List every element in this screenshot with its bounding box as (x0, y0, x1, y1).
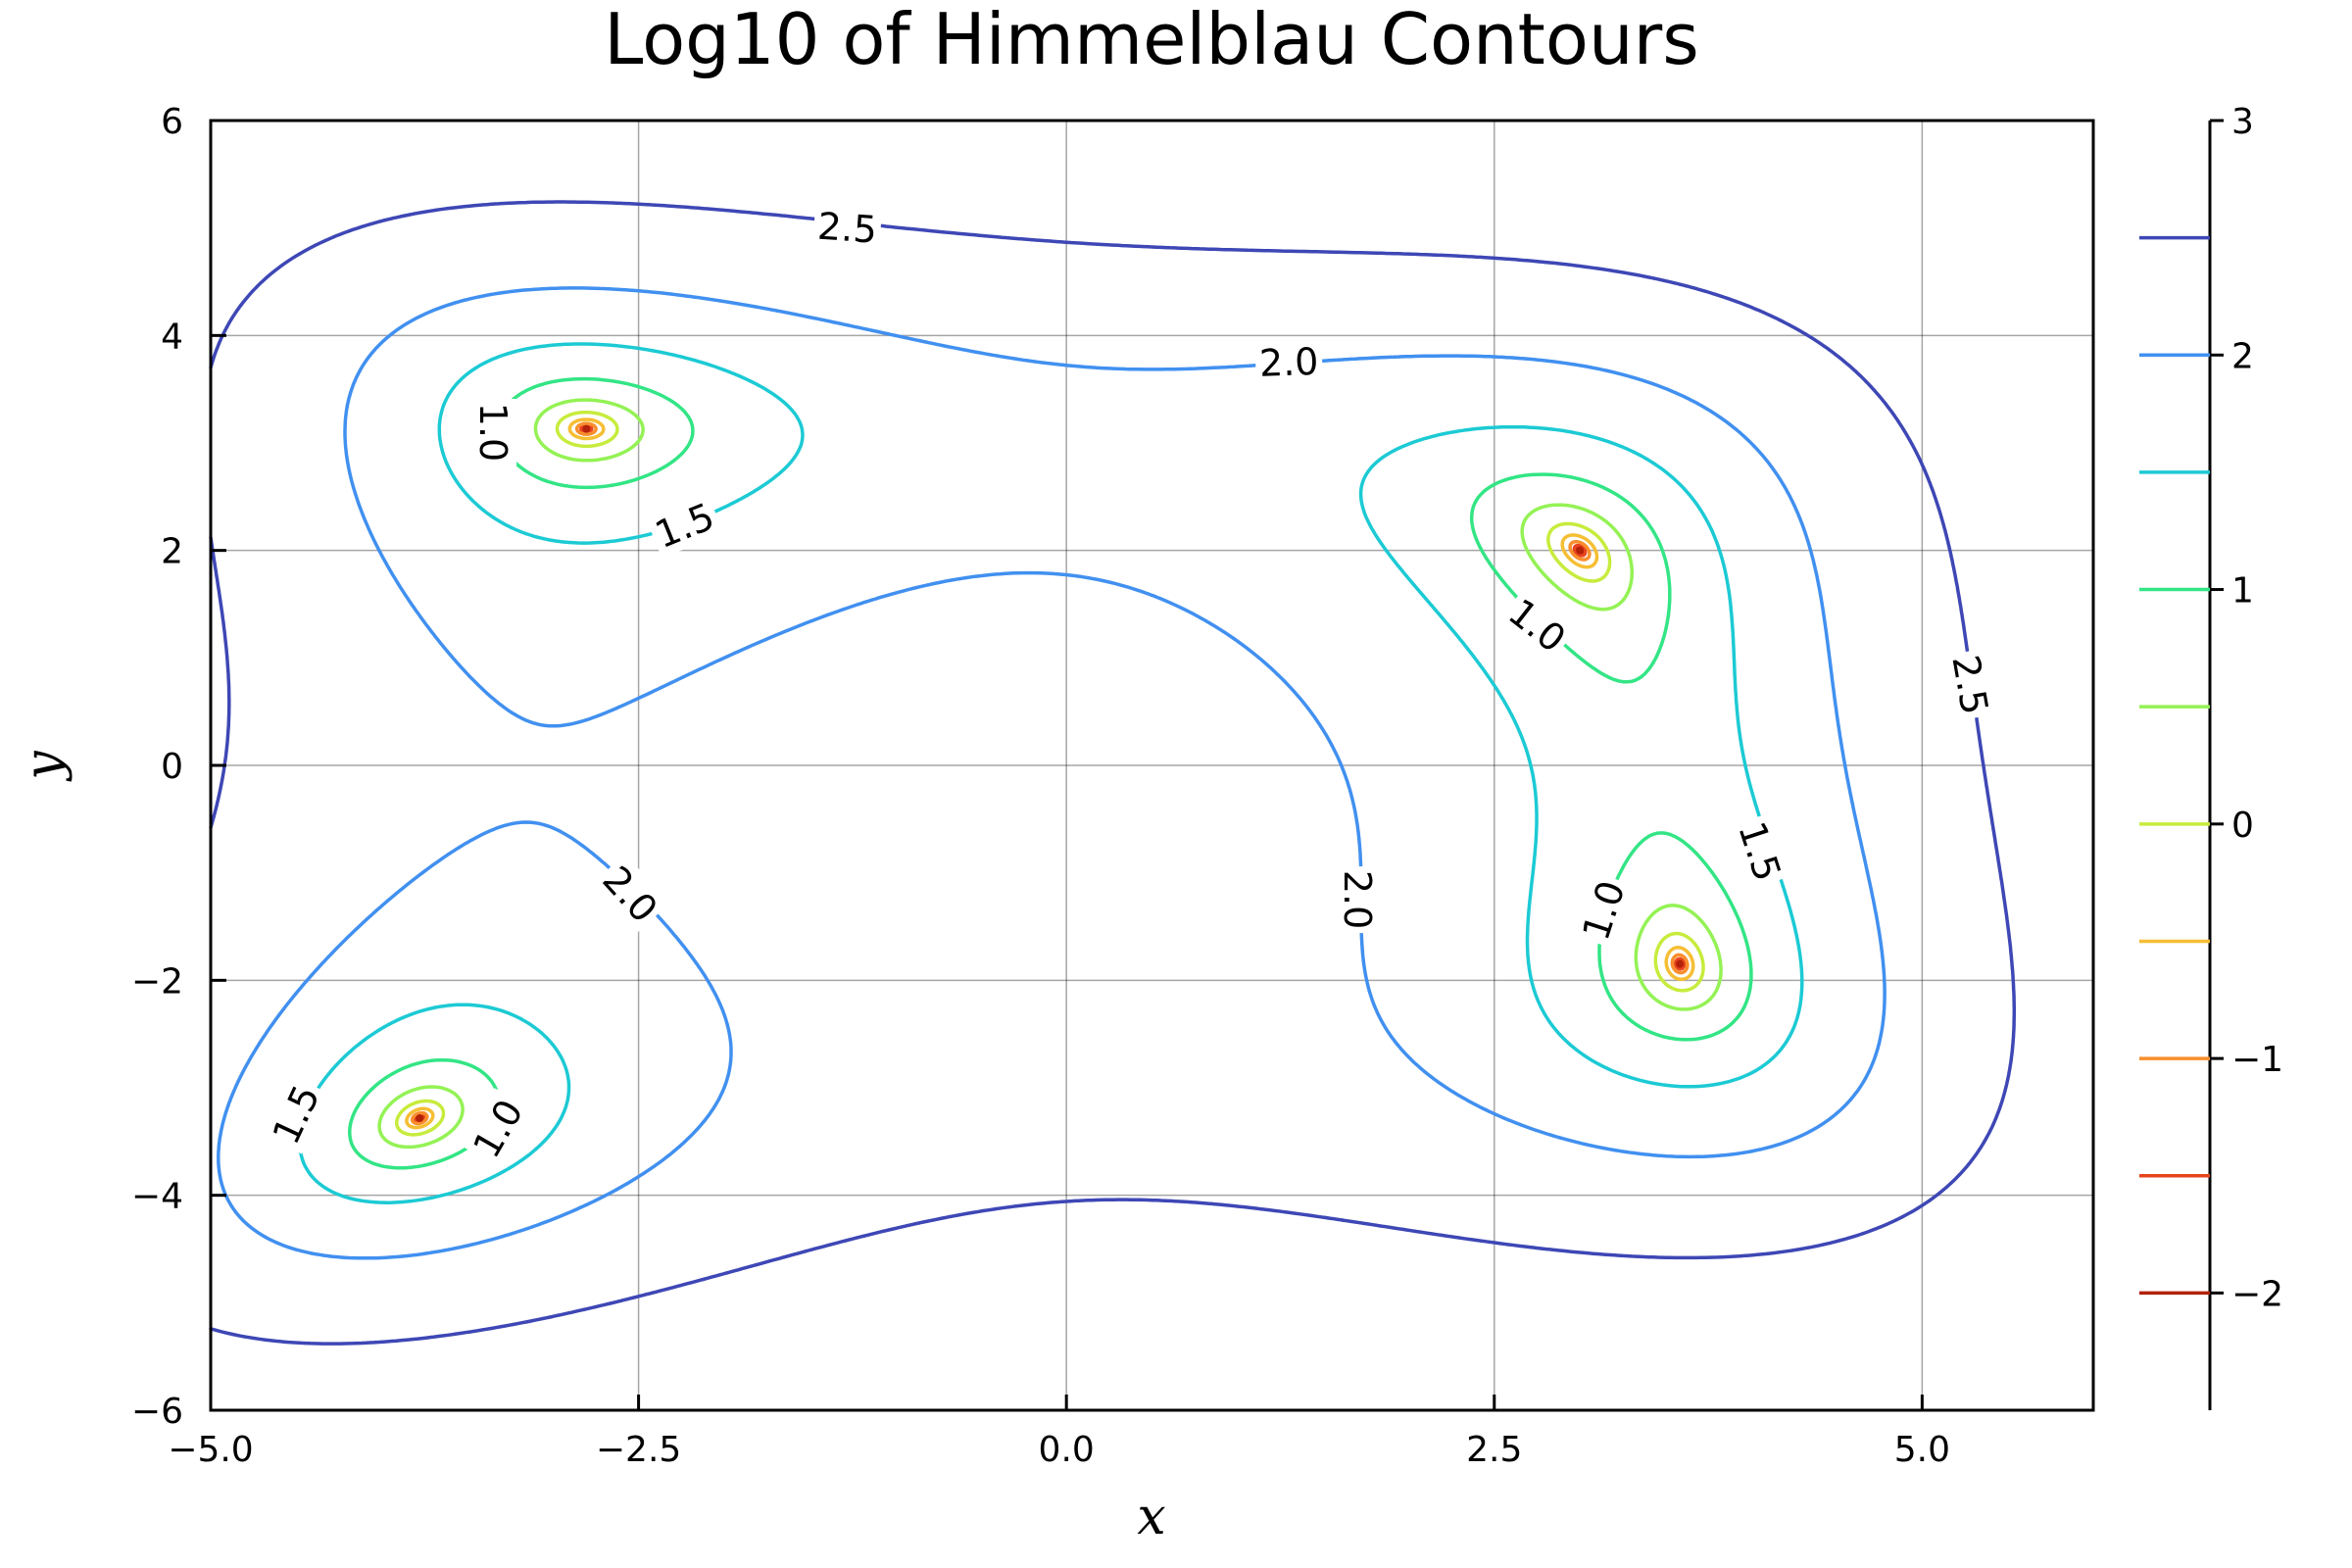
colorbar-tick-label: 2 (2231, 336, 2254, 376)
contour-labels: 2.52.52.02.0 2.01.51.51.51.01.01.01.0 (261, 202, 1999, 1169)
contour-label-bg (1254, 337, 1323, 385)
contour-label-text: 1.0 (1574, 875, 1634, 945)
x-axis-ticks: −5.0 −2.5 0.0 2.5 5.0 (168, 1395, 1950, 1470)
y-tick-label: 2 (161, 532, 183, 572)
contour-label-bg (461, 1088, 534, 1169)
colorbar: 3 2 1 0 −1 −2 (2139, 102, 2283, 1410)
x-tick-label: 0.0 (1039, 1430, 1095, 1470)
contour-label-bg (1497, 586, 1578, 663)
contour-label-text: 1.0 (1500, 590, 1574, 661)
contour-label-text: 2.0 (594, 858, 665, 930)
y-tick-label: 0 (161, 747, 183, 787)
contour-level-2 (217, 286, 1886, 1260)
contour-label-text: 1.0 (465, 1093, 531, 1165)
y-axis-ticks: −6 −4 −2 0 2 4 6 (131, 102, 226, 1432)
y-tick-label: −6 (131, 1392, 183, 1432)
contour-label-text: 2.0 (1258, 340, 1319, 385)
minimum-marker (1676, 959, 1685, 968)
contour-label-text: 2.0 (1336, 870, 1379, 929)
chart-title: Log10 of Himmelblau Contours (604, 0, 1698, 80)
x-tick-label: −2.5 (596, 1430, 681, 1470)
contour-label-bg (1571, 871, 1635, 950)
contour-level-2.5 (209, 200, 2017, 1346)
contour-label: 2.5 (1942, 648, 1999, 722)
contour-label: 1.0 (1571, 871, 1635, 950)
contour-level-0.5 (377, 398, 1723, 1150)
x-axis-label: x (1137, 1488, 1165, 1546)
contour-label: 1.5 (645, 491, 724, 559)
contour-label-bg (645, 491, 724, 559)
contour-label-bg (261, 1074, 330, 1154)
contour-label-bg (1942, 648, 1999, 722)
y-tick-label: −4 (131, 1177, 183, 1217)
contour-label-bg (1336, 866, 1382, 934)
contour-label-text: 2.5 (1943, 652, 1996, 717)
y-tick-label: 4 (161, 317, 183, 357)
contour-label: 2.0 (1336, 866, 1382, 934)
contour-level--0.5 (405, 417, 1695, 1130)
colorbar-tick-label: 0 (2231, 806, 2254, 846)
contour-label-text: 1.0 (471, 403, 514, 462)
y-tick-label: 6 (161, 102, 183, 142)
minimum-marker (1576, 546, 1585, 555)
x-tick-label: 2.5 (1466, 1430, 1522, 1470)
contour-level-0 (394, 410, 1705, 1137)
x-tick-label: −5.0 (168, 1430, 253, 1470)
minima-markers (416, 424, 1685, 1123)
colorbar-tick-label: 3 (2231, 102, 2254, 142)
contour-label: 1.0 (461, 1088, 534, 1169)
colorbar-tick-label: −2 (2231, 1274, 2283, 1314)
contour-level--1 (410, 421, 1690, 1126)
minimum-marker (416, 1114, 424, 1123)
contour-label: 1.0 (1497, 586, 1578, 663)
minimum-marker (582, 424, 591, 433)
contour-level-1.5 (298, 342, 1804, 1204)
contour-label-bg (1729, 811, 1792, 890)
colorbar-tick-label: 1 (2231, 571, 2254, 612)
grid-lines (211, 121, 2093, 1410)
contour-label-text: 2.5 (816, 205, 878, 252)
contour-label: 1.5 (1729, 811, 1792, 890)
contour-label-bg (471, 399, 517, 466)
contour-label: 2.0 (591, 854, 670, 934)
contour-label-text: 1.5 (1730, 816, 1789, 886)
contour-label: 2.5 (812, 202, 883, 253)
contour-label-bg (591, 854, 670, 934)
contour-level-1 (348, 376, 1753, 1170)
contour-lines (209, 200, 2017, 1346)
contour-level--2 (416, 425, 1685, 1122)
y-axis-label: y (15, 751, 74, 782)
colorbar-tick-label: −1 (2231, 1040, 2283, 1080)
contour-label-bg (812, 202, 883, 253)
y-tick-label: −2 (131, 961, 183, 1002)
x-tick-label: 5.0 (1894, 1430, 1950, 1470)
contour-label: 1.0 (471, 399, 517, 466)
contour-label: 2.0 (1254, 337, 1323, 385)
